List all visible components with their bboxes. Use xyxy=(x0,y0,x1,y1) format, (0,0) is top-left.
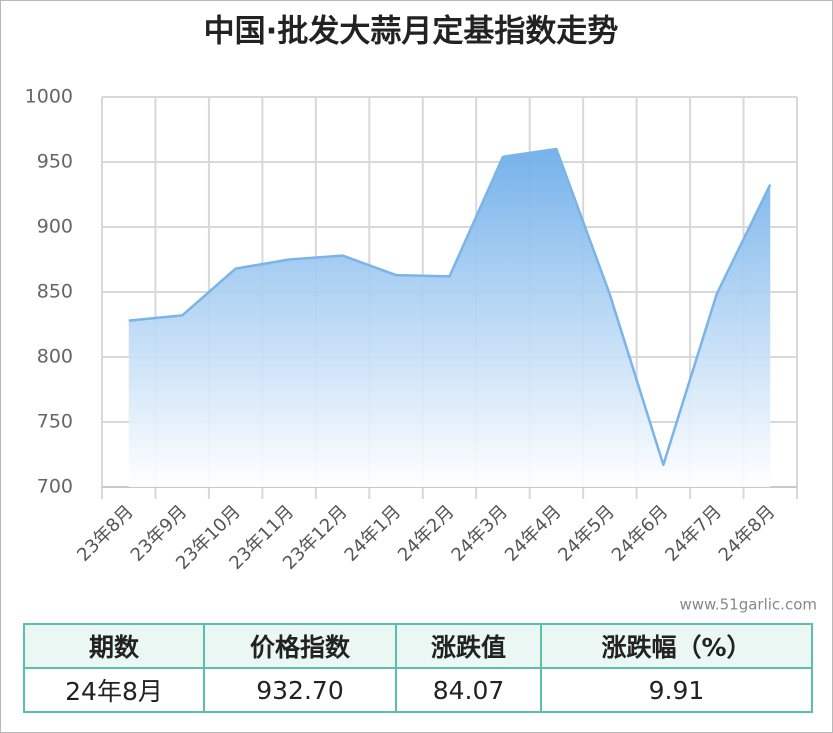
header-cell: 涨跌值 xyxy=(395,623,542,669)
y-tick-label: 1000 xyxy=(25,86,73,108)
header-cell: 涨跌幅（%） xyxy=(540,623,813,669)
header-cell: 价格指数 xyxy=(203,623,397,669)
source: www.51garlic.com xyxy=(679,596,817,614)
x-tick-label: 24年2月 xyxy=(394,501,459,566)
data-row: 24年8月 932.70 84.07 9.91 xyxy=(23,667,813,713)
chart-title: 中国·批发大蒜月定基指数走势 xyxy=(204,14,619,50)
summary-table: 期数 价格指数 涨跌值 涨跌幅（%） 24年8月 932.70 84.07 9.… xyxy=(23,623,813,713)
x-tick-label: 24年3月 xyxy=(447,501,512,566)
header-row: 期数 价格指数 涨跌值 涨跌幅（%） xyxy=(23,623,813,669)
y-tick-label: 750 xyxy=(37,411,73,433)
header-cell: 期数 xyxy=(23,623,205,669)
cell: 932.70 xyxy=(203,667,397,713)
y-tick-label: 700 xyxy=(37,476,73,498)
line xyxy=(128,147,772,467)
cell: 24年8月 xyxy=(23,667,205,713)
x-tick-label: 24年7月 xyxy=(661,501,726,566)
x-tick-label: 24年6月 xyxy=(608,501,673,566)
y-tick-label: 950 xyxy=(37,151,73,173)
y-tick-label: 850 xyxy=(37,281,73,303)
y-tick-label: 800 xyxy=(37,346,73,368)
cell: 84.07 xyxy=(395,667,542,713)
chart: 中国·批发大蒜月定基指数走势 www.51garlic.com 700 750 80… xyxy=(25,14,817,614)
x-tick-label: 24年4月 xyxy=(501,501,566,566)
x-tick-label: 24年5月 xyxy=(554,501,619,566)
y-tick-label: 900 xyxy=(37,216,73,238)
area-fill xyxy=(128,149,771,487)
cell: 9.91 xyxy=(540,667,813,713)
x-tick-label: 23年8月 xyxy=(73,501,138,566)
x-tick-label: 24年1月 xyxy=(341,501,406,566)
x-tick-label: 24年8月 xyxy=(715,501,780,566)
